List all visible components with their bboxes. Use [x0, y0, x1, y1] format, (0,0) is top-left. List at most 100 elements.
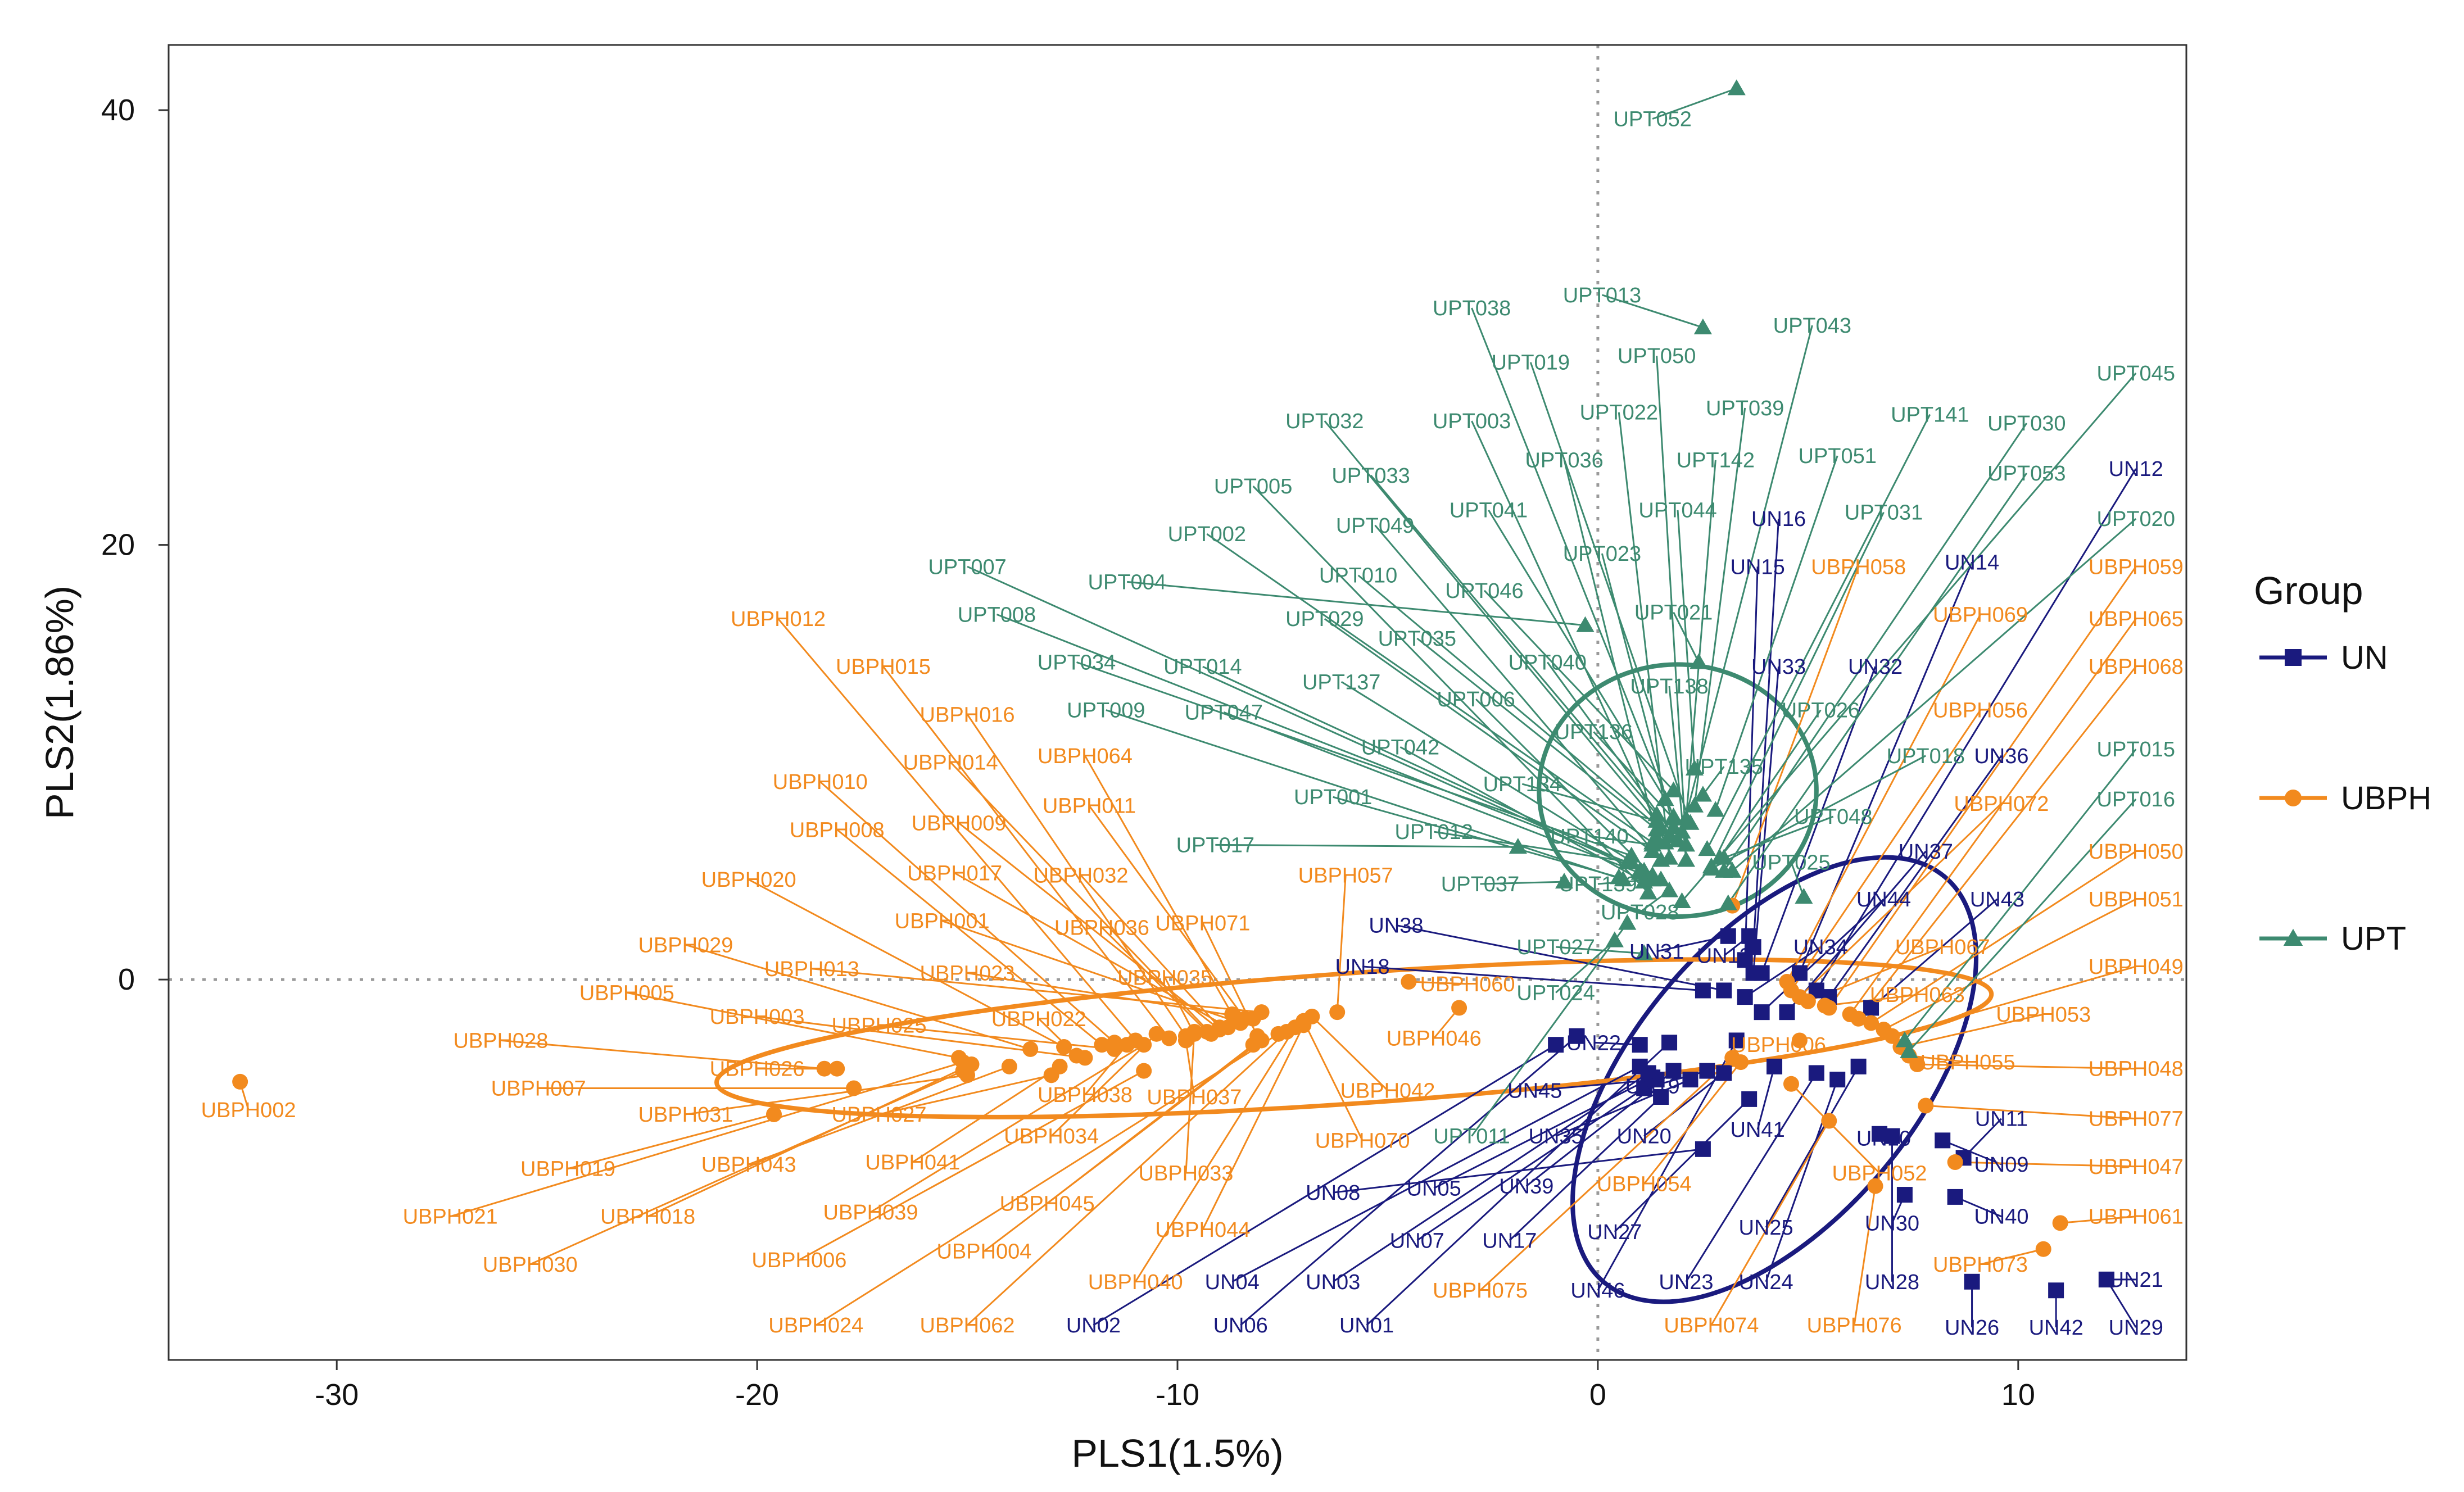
leader-ubph051 [1883, 898, 2136, 1031]
leader-upt020 [1732, 518, 2137, 872]
leader-upt052 [1652, 87, 1737, 120]
leader-un44 [1761, 898, 1885, 1013]
point-ubph073 [2035, 1241, 2051, 1257]
leader-upt048 [1723, 815, 1834, 859]
label-upt024: UPT024 [1516, 981, 1595, 1005]
label-upt045: UPT045 [2097, 362, 2175, 386]
label-upt053: UPT053 [1987, 462, 2066, 486]
point-upt045 [1673, 892, 1691, 908]
label-ubph007: UBPH007 [491, 1077, 586, 1101]
label-upt010: UPT010 [1319, 564, 1397, 588]
point-upt048 [1715, 849, 1733, 865]
leader-ubph032 [1080, 874, 1220, 1028]
leader-upt047 [1223, 711, 1641, 874]
leader-ubph069 [1786, 614, 1981, 982]
ellipse-upt [1537, 662, 1819, 919]
label-un03: UN03 [1306, 1271, 1360, 1294]
label-ubph059: UBPH059 [2089, 555, 2184, 579]
leader-upt029 [1324, 618, 1654, 852]
legend-label-ubph: UBPH [2341, 780, 2431, 817]
leader-ubph062 [967, 1031, 1288, 1326]
leader-ubph042 [1311, 1015, 1389, 1091]
point-upt134 [1647, 811, 1666, 828]
point-un21 [2098, 1271, 2114, 1287]
legend-label-un: UN [2341, 640, 2388, 676]
label-upt016: UPT016 [2097, 788, 2175, 811]
label-ubph015: UBPH015 [836, 655, 931, 679]
point-ubph026 [829, 1060, 845, 1077]
point-ubph020 [1056, 1039, 1072, 1055]
label-upt033: UPT033 [1331, 464, 1410, 488]
label-un38: UN38 [1369, 914, 1423, 937]
label-upt028: UPT028 [1601, 901, 1679, 924]
leader-ubph033 [1185, 1031, 1195, 1173]
label-upt141: UPT141 [1891, 403, 1969, 427]
point-upt037 [1555, 872, 1574, 889]
leader-un25 [1765, 1066, 1859, 1228]
leader-upt005 [1252, 486, 1649, 894]
leader-un31 [1656, 935, 1729, 953]
label-ubph003: UBPH003 [710, 1005, 805, 1029]
label-un43: UN43 [1970, 888, 2024, 911]
leader-ubph028 [500, 1039, 825, 1070]
point-ubph047 [1947, 1154, 1963, 1171]
leader-un29 [2105, 1279, 2137, 1328]
point-un27 [1741, 1091, 1758, 1107]
label-ubph076: UBPH076 [1807, 1314, 1902, 1337]
leader-ubph009 [958, 822, 1220, 1031]
leader-ubph040 [1134, 1027, 1296, 1282]
leader-ubph029 [685, 944, 1031, 1050]
label-un09: UN09 [1974, 1153, 2028, 1177]
label-upt030: UPT030 [1987, 412, 2066, 436]
point-upt053 [1719, 894, 1737, 910]
label-upt038: UPT038 [1433, 297, 1511, 320]
point-upt140 [1643, 836, 1662, 852]
point-upt017 [1509, 838, 1527, 854]
leader-upt039 [1693, 407, 1746, 806]
point-ubph059 [1821, 1000, 1837, 1016]
label-ubph002: UBPH002 [201, 1099, 296, 1122]
label-upt047: UPT047 [1185, 701, 1263, 724]
leader-upt043 [1681, 325, 1813, 832]
point-ubph077 [1918, 1098, 1934, 1114]
label-leader-lines [239, 87, 2137, 1328]
leader-upt038 [1471, 307, 1674, 817]
point-un31 [1720, 928, 1736, 944]
label-ubph044: UBPH044 [1155, 1218, 1250, 1242]
point-un14 [1791, 965, 1808, 981]
label-upt031: UPT031 [1845, 501, 1923, 525]
point-ubph076 [1867, 1178, 1883, 1194]
point-labels: UN02 UN06 UN01 UN04 UN03 UN07 UN17 UN46 UN08 UN05… [201, 108, 2184, 1340]
label-ubph001: UBPH001 [895, 910, 990, 933]
label-upt137: UPT137 [1302, 670, 1380, 694]
leader-ubph064 [1084, 755, 1233, 1015]
point-upt135 [1693, 786, 1712, 802]
label-ubph012: UBPH012 [731, 607, 826, 631]
label-ubph064: UBPH064 [1038, 745, 1133, 768]
label-upt022: UPT022 [1580, 401, 1658, 425]
leader-upt137 [1340, 681, 1661, 881]
label-ubph028: UBPH028 [453, 1029, 548, 1053]
point-ubph057 [1329, 1004, 1346, 1021]
label-ubph070: UBPH070 [1315, 1129, 1410, 1153]
leader-un12 [1815, 468, 2137, 991]
point-ubph068 [1850, 1010, 1867, 1027]
leader-ubph020 [748, 878, 1065, 1048]
label-ubph045: UBPH045 [1000, 1192, 1095, 1216]
point-un35 [1682, 1072, 1698, 1088]
leader-ubph053 [1900, 1013, 2044, 1048]
point-ubph048 [1909, 1056, 1926, 1072]
label-upt041: UPT041 [1450, 499, 1528, 523]
point-upt005 [1639, 883, 1657, 900]
label-un24: UN24 [1739, 1271, 1793, 1294]
leader-un35 [1555, 1078, 1691, 1137]
legend-key-marker-un [2285, 649, 2302, 666]
label-ubph041: UBPH041 [865, 1151, 960, 1174]
leader-upt016 [1908, 799, 2137, 1052]
point-ubph006 [1136, 1063, 1152, 1079]
point-un40 [1947, 1189, 1963, 1205]
point-un17 [1653, 1089, 1669, 1105]
point-ubph052 [1783, 1076, 1799, 1092]
leader-upt001 [1333, 796, 1619, 878]
data-points [232, 79, 2114, 1299]
